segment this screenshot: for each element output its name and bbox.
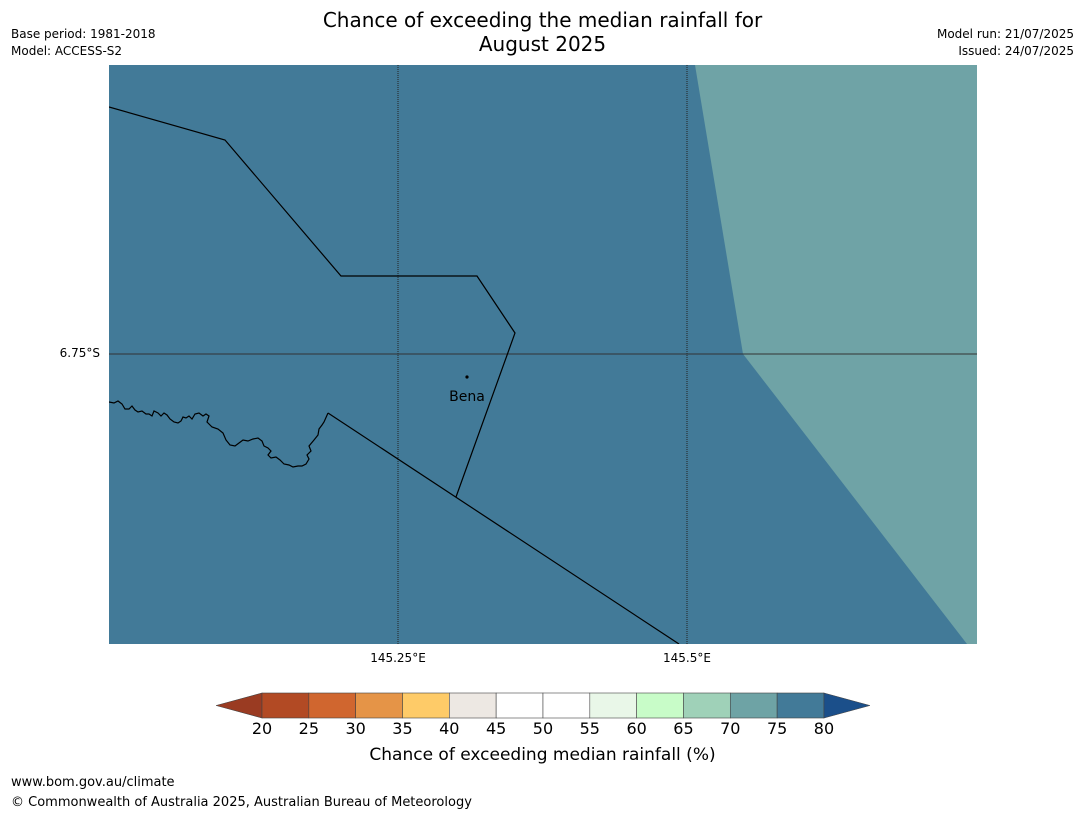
colorbar-under-arrow xyxy=(216,692,263,719)
issued-text: Issued: 24/07/2025 xyxy=(958,44,1074,58)
bena-marker xyxy=(465,375,469,379)
colorbar-tick-label: 75 xyxy=(766,719,788,738)
colorbar-tick-label: 60 xyxy=(626,719,647,738)
colorbar xyxy=(216,692,870,719)
colorbar-tick-label: 80 xyxy=(813,719,835,738)
colorbar-tick-label: 40 xyxy=(439,719,460,738)
model-run-text: Model run: 21/07/2025 xyxy=(936,27,1074,41)
colorbar-swatch xyxy=(729,692,778,719)
colorbar-swatch xyxy=(636,692,684,719)
forecast-map: Bena xyxy=(109,65,977,644)
colorbar-swatch xyxy=(261,692,310,719)
colorbar-tick-label: 45 xyxy=(485,719,507,738)
map-title-line1: Chance of exceeding the median rainfall … xyxy=(322,8,763,32)
colorbar-swatch xyxy=(355,692,403,719)
colorbar-swatch xyxy=(542,692,591,719)
model-text: Model: ACCESS-S2 xyxy=(11,44,123,58)
colorbar-swatch xyxy=(402,692,450,719)
longitude-label-145-25: 145.25°E xyxy=(370,651,426,665)
colorbar-tick-label: 55 xyxy=(579,719,600,738)
colorbar-swatch xyxy=(589,692,637,719)
colorbar-swatch xyxy=(683,692,731,719)
probability-region-70-75-south xyxy=(743,354,977,644)
coastline xyxy=(109,400,329,468)
district-boundary xyxy=(109,106,516,498)
colorbar-tick-label: 20 xyxy=(251,719,273,738)
colorbar-tick-label: 65 xyxy=(673,719,694,738)
colorbar-over-arrow xyxy=(823,692,870,719)
district-boundary-south xyxy=(327,412,680,644)
colorbar-swatch xyxy=(449,692,497,719)
colorbar-swatch xyxy=(308,692,356,719)
colorbar-tick-label: 30 xyxy=(345,719,366,738)
colorbar-swatch xyxy=(495,692,544,719)
footer-url: www.bom.gov.au/climate xyxy=(11,775,175,790)
map-title-line2: August 2025 xyxy=(478,32,607,56)
colorbar-tick-label: 25 xyxy=(298,719,319,738)
colorbar-tick-label: 70 xyxy=(720,719,741,738)
footer-copyright: © Commonwealth of Australia 2025, Austra… xyxy=(11,795,472,810)
latitude-label: 6.75°S xyxy=(59,346,100,360)
colorbar-tick-label: 35 xyxy=(392,719,413,738)
colorbar-label: Chance of exceeding median rainfall (%) xyxy=(369,745,716,765)
base-period-text: Base period: 1981-2018 xyxy=(11,27,156,41)
probability-region-70-75-north xyxy=(695,65,977,354)
bena-label: Bena xyxy=(449,389,485,405)
longitude-label-145-5: 145.5°E xyxy=(663,651,711,665)
colorbar-swatch xyxy=(776,692,825,719)
colorbar-tick-label: 50 xyxy=(532,719,554,738)
